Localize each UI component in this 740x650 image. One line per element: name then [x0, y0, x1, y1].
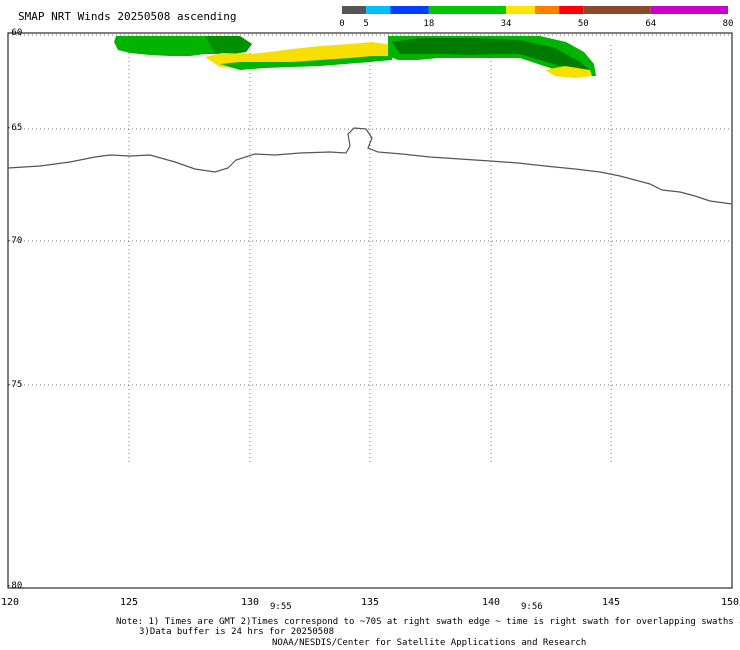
colorbar-segment — [428, 6, 507, 14]
swath-right-dark — [392, 38, 592, 72]
longitude-label: 120 — [0, 597, 20, 608]
time-label: 9:56 — [521, 602, 543, 612]
latitude-label: -70 — [6, 236, 23, 246]
longitude-label: 145 — [601, 597, 621, 608]
colorbar-segment — [342, 6, 367, 14]
latitude-label: -60 — [6, 28, 23, 38]
map-frame — [7, 32, 733, 589]
colorbar-tick-label: 34 — [500, 19, 512, 29]
longitude-label: 125 — [119, 597, 139, 608]
colorbar-tick-label: 80 — [722, 19, 734, 29]
swath-middle-yellow — [205, 42, 392, 68]
graticule — [8, 34, 732, 465]
latitude-label: -65 — [6, 123, 23, 133]
colorbar-tick-label: 64 — [645, 19, 657, 29]
longitude-label: 135 — [360, 597, 380, 608]
colorbar-segment — [559, 6, 584, 14]
time-label: 9:55 — [270, 602, 292, 612]
swath-right-yellow — [545, 66, 592, 78]
wind-speed-colorbar — [342, 6, 728, 14]
colorbar-segment — [366, 6, 391, 14]
longitude-label: 130 — [240, 597, 260, 608]
wind-swaths — [114, 36, 596, 78]
colorbar-tick-label: 50 — [577, 19, 589, 29]
map-title: SMAP NRT Winds 20250508 ascending — [18, 10, 237, 23]
colorbar-segment — [390, 6, 429, 14]
note-line-2: 3)Data buffer is 24 hrs for 20250508 — [139, 627, 335, 637]
credit-line: NOAA/NESDIS/Center for Satellite Applica… — [272, 638, 587, 648]
latitude-label: -75 — [6, 380, 23, 390]
colorbar-tick-label: 5 — [363, 19, 369, 29]
longitude-label: 140 — [481, 597, 501, 608]
colorbar-segment — [506, 6, 535, 14]
colorbar-segment — [535, 6, 560, 14]
swath-left-dark — [205, 36, 252, 54]
antarctic-coastline — [7, 127, 733, 205]
colorbar-tick-label: 0 — [339, 19, 345, 29]
longitude-label: 150 — [720, 597, 740, 608]
note-line-1: Note: 1) Times are GMT 2)Times correspon… — [116, 617, 740, 627]
swath-middle-green — [220, 56, 392, 70]
colorbar-segment — [583, 6, 651, 14]
colorbar-tick-label: 18 — [423, 19, 435, 29]
latitude-label: -80 — [6, 581, 23, 591]
colorbar-segment — [650, 6, 728, 14]
